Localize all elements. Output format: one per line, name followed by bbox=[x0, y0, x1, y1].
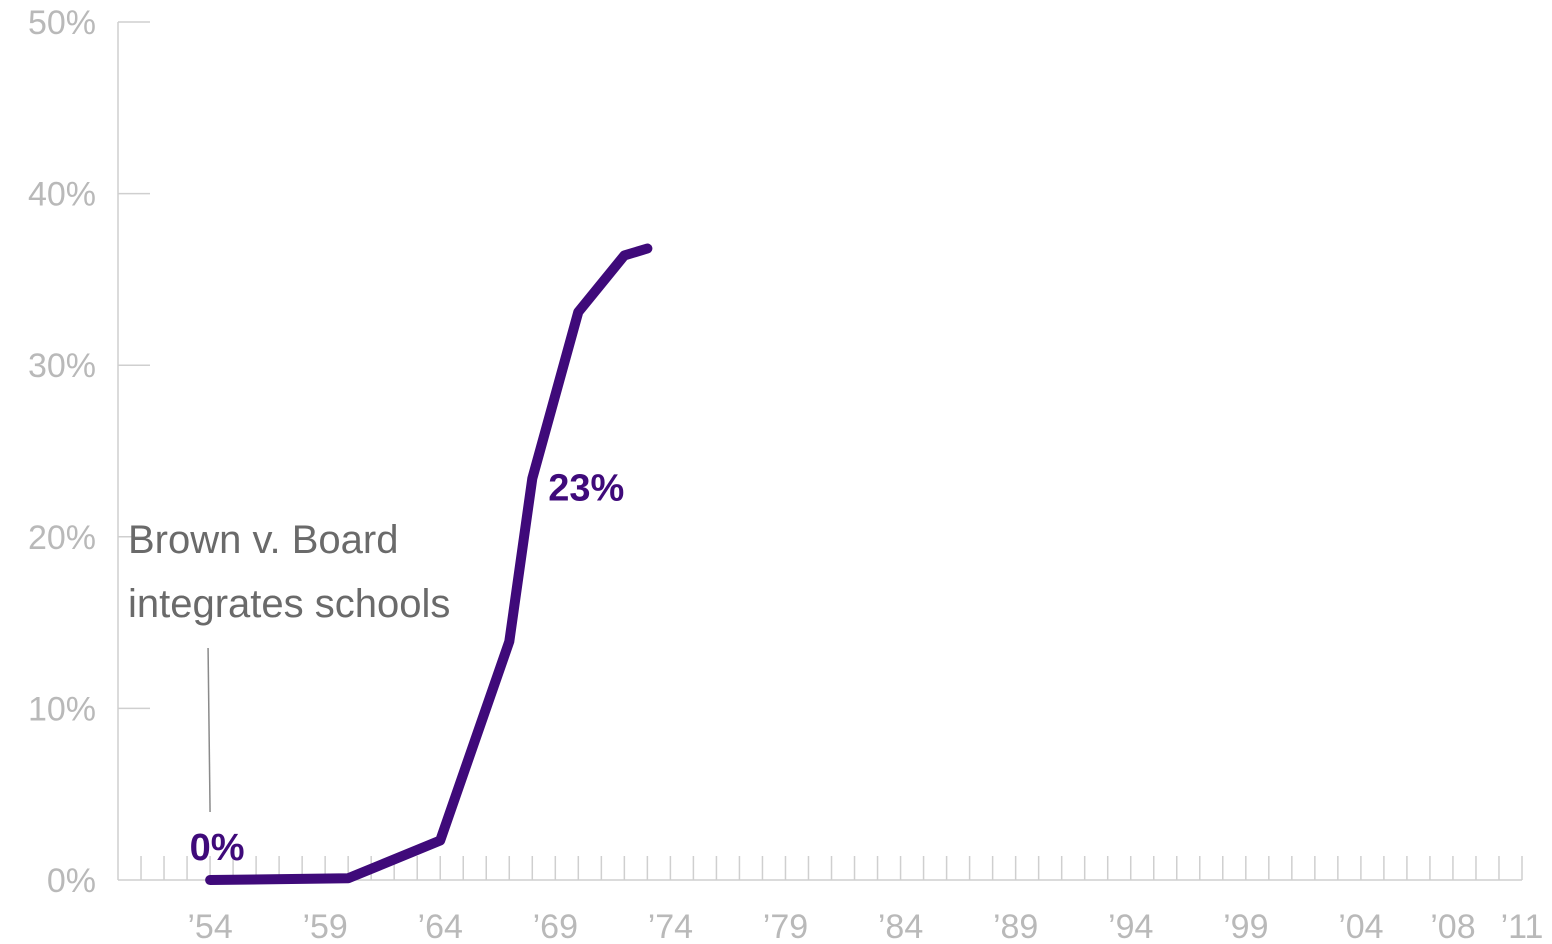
annotation-text-line-1: Brown v. Board bbox=[128, 518, 399, 562]
y-tick-label: 30% bbox=[28, 347, 96, 385]
x-tick-label: ’59 bbox=[302, 908, 347, 944]
series-group bbox=[205, 243, 653, 885]
x-tick-label: ’84 bbox=[878, 908, 923, 944]
x-tick-label: ’08 bbox=[1430, 908, 1475, 944]
annotation-text-line-2: integrates schools bbox=[128, 582, 450, 626]
x-tick-label: ’74 bbox=[648, 908, 693, 944]
x-tick-label: ’64 bbox=[418, 908, 463, 944]
y-tick-label: 10% bbox=[28, 690, 96, 728]
annotation: Brown v. Board integrates schools bbox=[128, 518, 450, 813]
annotation-leader-line bbox=[207, 647, 211, 813]
x-tick-label: ’94 bbox=[1108, 908, 1153, 944]
y-tick-label: 0% bbox=[47, 862, 96, 900]
series-line bbox=[205, 243, 653, 885]
data-label-peak: 23% bbox=[548, 467, 624, 509]
y-tick-label: 20% bbox=[28, 519, 96, 557]
x-tick-label: ’89 bbox=[993, 908, 1038, 944]
x-axis-ticks: ’54 ’59 ’64 ’69 ’74 ’79 ’84 ’89 ’94 ’99 ’04 ’08 ’11 bbox=[140, 856, 1544, 944]
x-tick-label: ’79 bbox=[763, 908, 808, 944]
x-tick-label: ’99 bbox=[1223, 908, 1268, 944]
data-label-start: 0% bbox=[190, 827, 245, 869]
x-tick-label: ’04 bbox=[1338, 908, 1383, 944]
data-labels: 0% 23% bbox=[190, 467, 625, 869]
x-tick-label: ’69 bbox=[533, 908, 578, 944]
x-tick-label: ’54 bbox=[187, 908, 232, 944]
x-tick-label: ’11 bbox=[1501, 908, 1544, 944]
axes bbox=[117, 22, 1522, 881]
y-tick-label: 40% bbox=[28, 176, 96, 214]
y-tick-label: 50% bbox=[28, 4, 96, 42]
y-axis-ticks: 0% 10% 20% 30% 40% 50% bbox=[28, 4, 150, 900]
